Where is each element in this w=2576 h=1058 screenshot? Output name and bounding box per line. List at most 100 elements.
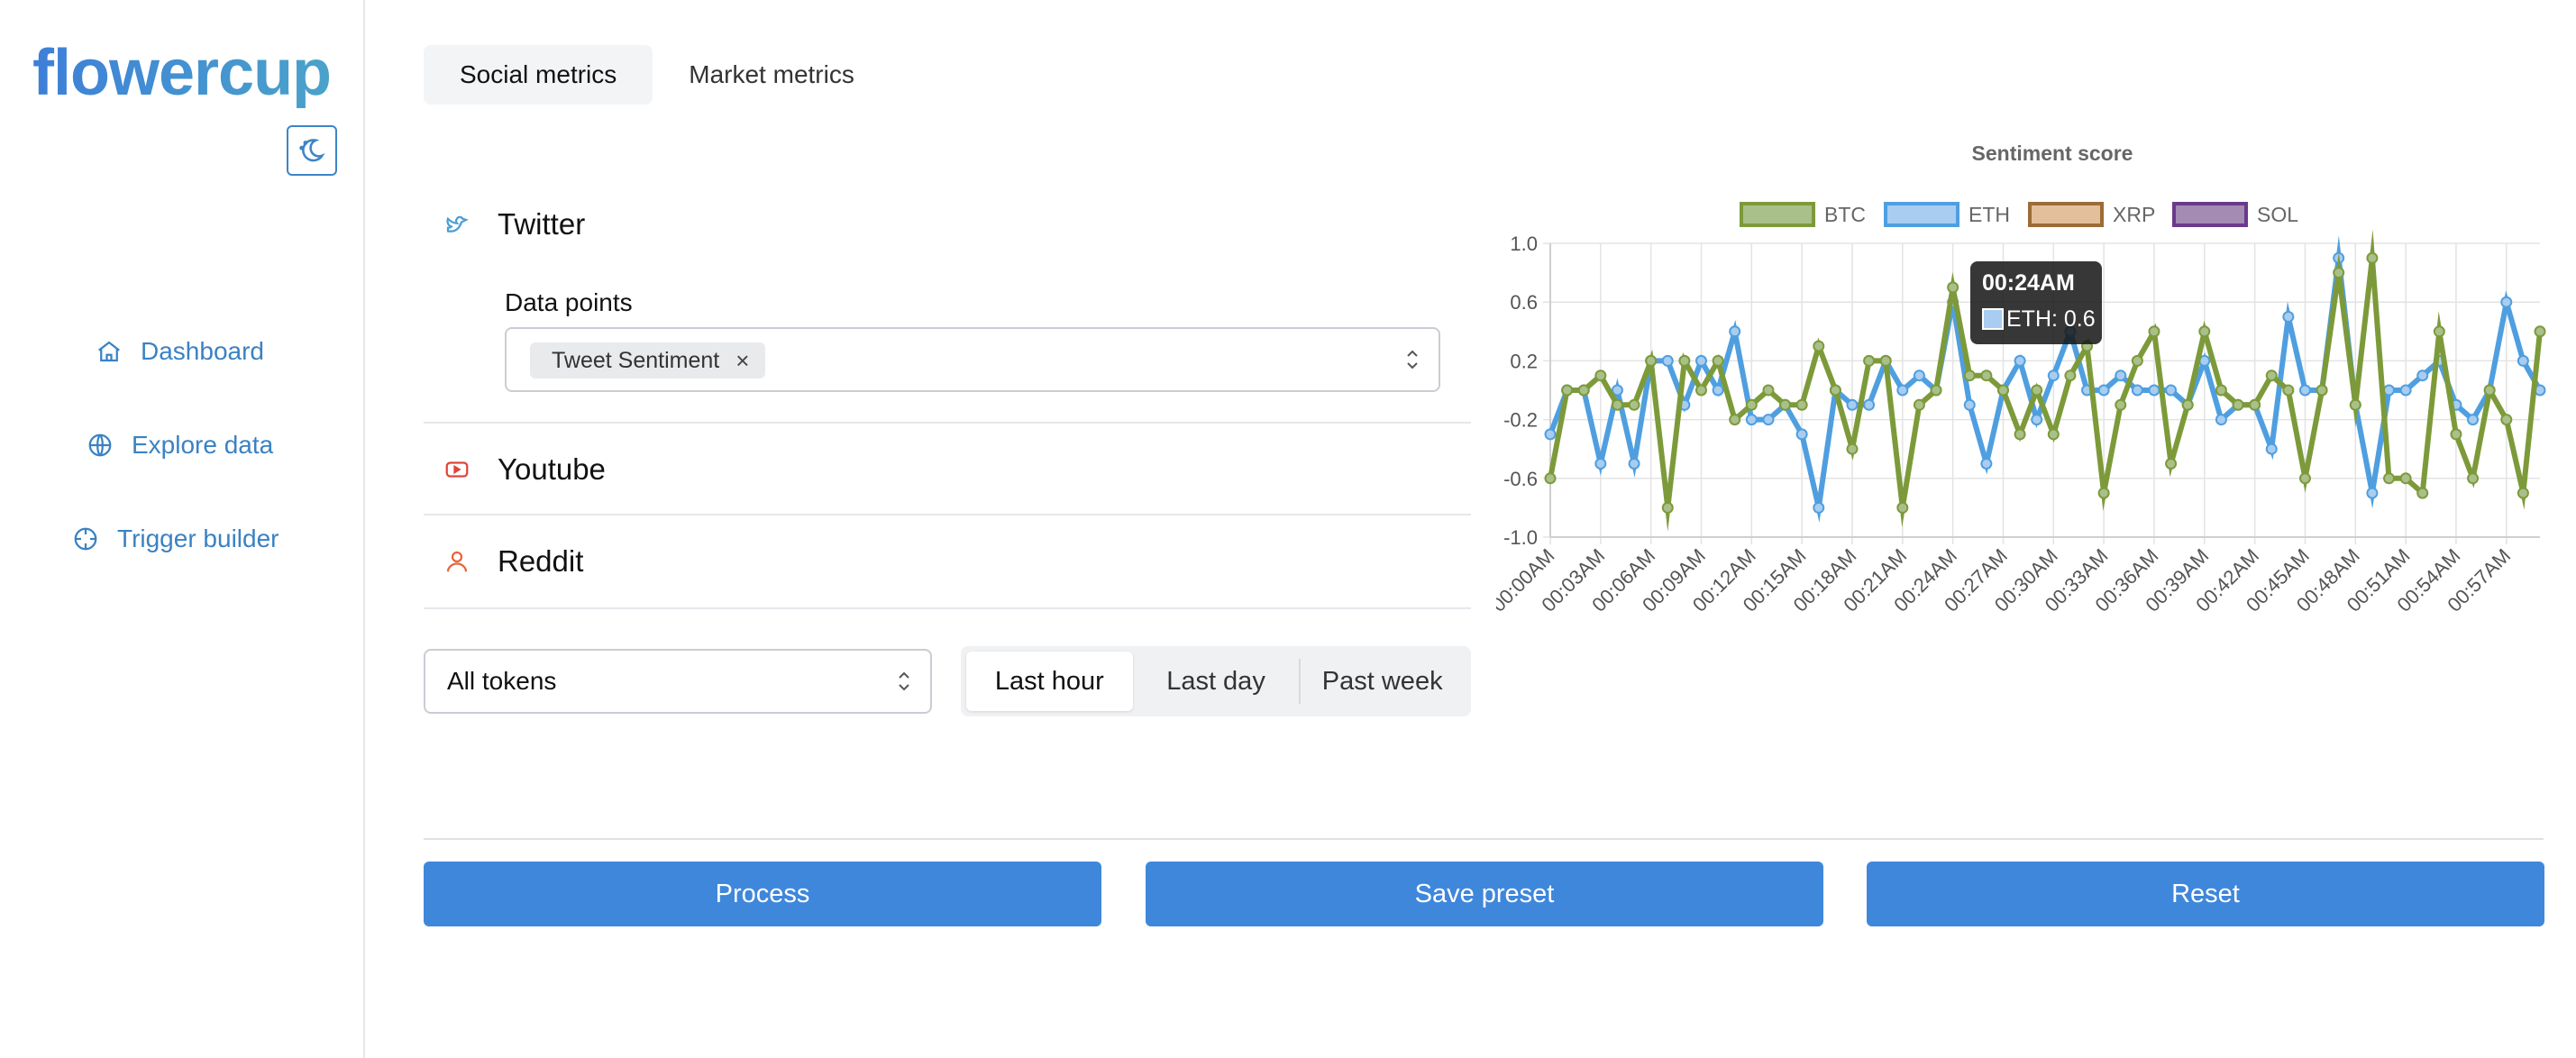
sidebar-item-explore-data[interactable]: Explore data	[87, 431, 273, 460]
data-point-eth	[1813, 501, 1825, 514]
data-point-btc	[1645, 354, 1658, 367]
token-select[interactable]: All tokens	[424, 649, 932, 714]
data-point-btc	[1628, 398, 1640, 411]
sidebar-item-dashboard[interactable]: Dashboard	[96, 337, 264, 366]
remove-tag-icon[interactable]: ×	[735, 346, 750, 374]
data-point-btc	[2181, 398, 2194, 411]
twitter-icon	[446, 215, 469, 233]
data-point-eth	[2366, 487, 2379, 499]
chevron-updown-icon	[899, 671, 909, 691]
youtube-section: Youtube	[424, 424, 1471, 515]
data-point-btc	[2097, 487, 2110, 499]
crosshair-icon	[74, 527, 97, 551]
data-point-btc	[2450, 428, 2462, 441]
data-point-btc	[2215, 384, 2227, 397]
data-point-btc	[2383, 472, 2396, 485]
data-point-eth	[2416, 369, 2429, 382]
data-point-btc	[1996, 384, 2009, 397]
data-point-btc	[1594, 369, 1607, 382]
data-point-eth	[1846, 398, 1859, 411]
save-preset-button[interactable]: Save preset	[1146, 862, 1823, 926]
data-point-btc	[1980, 369, 1993, 382]
range-last-day[interactable]: Last day	[1166, 666, 1265, 696]
data-point-eth	[1594, 458, 1607, 470]
reddit-label: Reddit	[498, 544, 584, 578]
data-point-eth	[2215, 414, 2227, 426]
youtube-header[interactable]: Youtube	[443, 452, 606, 487]
sidebar-item-label: Explore data	[132, 431, 274, 459]
data-point-btc	[2282, 384, 2295, 397]
data-point-btc	[2517, 487, 2529, 499]
tab-market-metrics[interactable]: Market metrics	[689, 60, 854, 88]
chart-title: Sentiment score	[1972, 141, 2133, 165]
reset-button[interactable]: Reset	[1867, 862, 2544, 926]
data-point-btc	[1779, 398, 1792, 411]
data-point-btc	[1577, 384, 1590, 397]
y-tick-label: 0.6	[1510, 291, 1538, 314]
data-points-select[interactable]: Tweet Sentiment ×	[505, 327, 1440, 392]
data-point-btc	[2064, 369, 2077, 382]
data-point-btc	[2467, 472, 2480, 485]
twitter-section: Twitter	[424, 180, 1471, 424]
reddit-section: Reddit	[424, 515, 1471, 609]
data-point-eth	[2014, 354, 2026, 367]
legend-label-sol: SOL	[2257, 203, 2298, 226]
data-point-btc	[2265, 369, 2278, 382]
data-point-btc	[1561, 384, 1574, 397]
data-point-btc	[1863, 354, 1876, 367]
data-point-btc	[2416, 487, 2429, 499]
data-point-eth	[1896, 384, 1909, 397]
time-range-group: Last hour Last day Past week	[961, 646, 1471, 716]
data-point-eth	[1729, 325, 1741, 338]
data-point-btc	[1947, 281, 1959, 294]
sentiment-chart: Sentiment score BTC ETH XRP SOL 1.0 0.6 0.2 -0.2…	[1496, 141, 2546, 616]
moon-icon	[299, 139, 325, 162]
data-point-eth	[2399, 384, 2412, 397]
data-point-btc	[1611, 398, 1623, 411]
data-point-eth	[2383, 384, 2396, 397]
data-point-btc	[2399, 472, 2412, 485]
metric-tabs: Social metrics Market metrics	[424, 45, 891, 105]
data-point-eth	[1712, 384, 1724, 397]
data-point-btc	[1712, 354, 1724, 367]
twitter-label: Twitter	[498, 207, 586, 241]
chart-tooltip: 00:24AM ETH: 0.6	[1970, 261, 2102, 344]
legend-swatch-sol	[2172, 202, 2248, 227]
sidebar-item-trigger-builder[interactable]: Trigger builder	[72, 524, 279, 553]
data-point-btc	[2047, 428, 2060, 441]
range-past-week[interactable]: Past week	[1299, 652, 1466, 711]
data-point-eth	[1762, 414, 1775, 426]
data-point-eth	[2165, 384, 2178, 397]
data-point-btc	[1896, 501, 1909, 514]
legend-label-xrp: XRP	[2113, 203, 2155, 226]
chevron-updown-icon	[1407, 350, 1418, 369]
reddit-header[interactable]: Reddit	[443, 544, 583, 579]
data-point-btc	[1661, 501, 1674, 514]
legend-swatch-eth	[1884, 202, 1959, 227]
data-point-btc	[2316, 384, 2328, 397]
globe-icon	[88, 433, 112, 457]
data-point-btc	[1762, 384, 1775, 397]
data-point-btc	[1745, 398, 1758, 411]
data-points-label: Data points	[505, 288, 633, 316]
tab-social-metrics[interactable]: Social metrics	[424, 45, 653, 105]
range-last-hour[interactable]: Last hour	[966, 652, 1133, 711]
data-point-btc	[1930, 384, 1942, 397]
data-point-btc	[1813, 340, 1825, 352]
data-point-btc	[1729, 414, 1741, 426]
data-point-btc	[2131, 354, 2143, 367]
process-button[interactable]: Process	[424, 862, 1101, 926]
data-point-eth	[1980, 458, 1993, 470]
youtube-icon	[445, 461, 469, 478]
data-point-btc	[2014, 428, 2026, 441]
logo[interactable]: flowercup	[32, 37, 332, 109]
data-point-btc	[2298, 472, 2311, 485]
y-tick-label: -1.0	[1503, 526, 1538, 549]
twitter-header[interactable]: Twitter	[443, 207, 585, 242]
theme-toggle-button[interactable]	[287, 125, 337, 176]
data-point-btc	[2333, 267, 2345, 279]
data-point-btc	[1963, 369, 1976, 382]
data-point-eth	[1795, 428, 1808, 441]
data-point-eth	[2047, 369, 2060, 382]
data-point-btc	[2115, 398, 2127, 411]
